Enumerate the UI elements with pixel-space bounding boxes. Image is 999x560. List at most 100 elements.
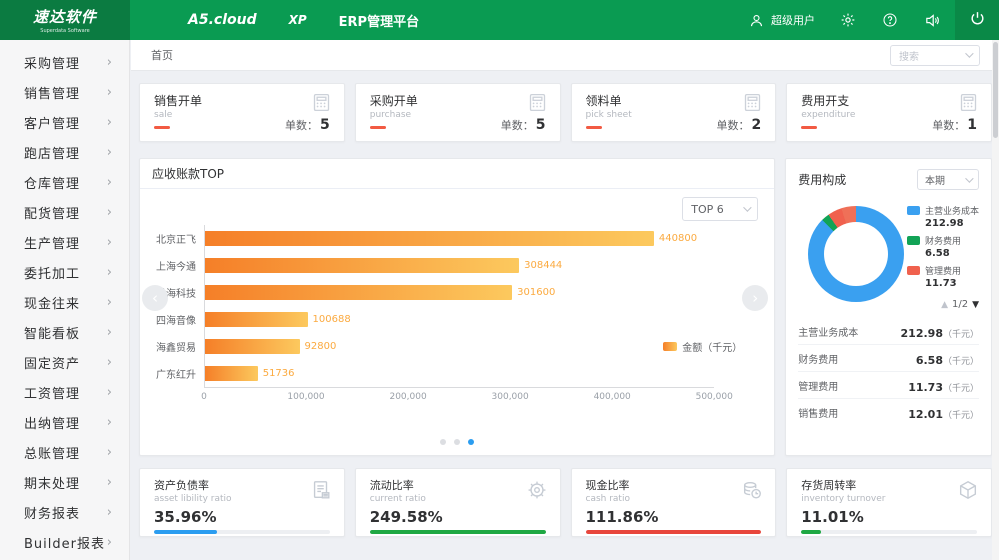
pie-legend-value: 11.73 [924,278,957,289]
bar-segment[interactable] [205,258,520,273]
carousel-next-button[interactable]: › [742,285,769,311]
sidebar-item-label: 总账管理 [24,446,81,462]
expense-row-number: 212.98 [900,326,943,340]
sidebar-item-label: 销售管理 [24,86,81,102]
bar-value-label: 308444 [524,260,563,271]
help-icon[interactable] [881,11,899,29]
ratio-title: 流动比率 [369,479,414,492]
pie-legend-item-1[interactable]: 财务费用 6.58 [906,234,979,259]
sidebar-item-label: 期末处理 [24,476,81,492]
bar-segment[interactable] [205,285,513,300]
expense-title: 费用构成 [798,173,847,187]
sidebar: 采购管理 › 销售管理 › 客户管理 › 跑店管理 › 仓库管理 › 配货管理 › 生产管理 › 委托加工 ›… [0,40,130,560]
sidebar-menu: 采购管理 › 销售管理 › 客户管理 › 跑店管理 › 仓库管理 › 配货管理 › 生产管理 › 委托加工 ›… [0,47,129,557]
window-scrollbar[interactable] [992,40,999,560]
ratio-subtitle: cash ratio [585,494,630,504]
period-select[interactable]: 本期 [917,169,979,190]
bar-segment[interactable] [205,339,300,354]
kpi-card-3[interactable]: 费用开支 expenditure 单数： 1 [786,83,992,142]
sidebar-item-12[interactable]: 出纳管理 › [0,407,129,437]
sidebar-item-11[interactable]: 工资管理 › [0,377,129,407]
bar-row: 四海音像 100688 [152,306,714,333]
sidebar-item-14[interactable]: 期末处理 › [0,467,129,497]
expense-row-number: 6.58 [915,353,943,367]
expense-row-unit: （千元） [942,383,979,394]
logo-subtitle: Superdata Software [40,28,90,34]
speaker-icon[interactable] [923,11,941,29]
sidebar-item-label: 委托加工 [24,266,81,282]
sidebar-item-16[interactable]: Builder报表 › [0,527,129,557]
top-n-select[interactable]: TOP 6 [682,197,759,221]
ratio-progress-fill [801,530,821,534]
bar-zone: 100688 [204,306,714,333]
kpi-card-2[interactable]: 领料单 pick sheet 单数： 2 [570,83,777,142]
kpi-card-0[interactable]: 销售开单 sale 单数： 5 [139,83,345,142]
carousel-prev-button[interactable]: ‹ [142,285,168,311]
sidebar-item-1[interactable]: 销售管理 › [0,77,129,107]
bar-row: 上海今通 308444 [152,252,714,279]
x-axis-tick-label: 200,000 [389,392,427,402]
bar-category-label: 广东红升 [156,370,196,381]
search-select[interactable]: 搜索 [890,44,980,66]
edition-name: XP [288,13,307,27]
sidebar-item-label: Builder报表 [24,536,105,552]
sidebar-item-label: 智能看板 [24,326,81,342]
sidebar-item-3[interactable]: 跑店管理 › [0,137,129,167]
pie-legend-value: 212.98 [924,218,964,229]
bar-category-label: 洪海科技 [156,289,196,300]
pie-legend-label: 管理费用 [924,267,961,277]
sidebar-item-15[interactable]: 财务报表 › [0,497,129,527]
sidebar-item-9[interactable]: 智能看板 › [0,317,129,347]
ratio-progress-track [369,530,546,534]
sidebar-item-2[interactable]: 客户管理 › [0,107,129,137]
carousel-dot-2[interactable] [468,439,475,445]
sidebar-item-7[interactable]: 委托加工 › [0,257,129,287]
expense-row-label: 销售费用 [798,409,839,420]
chevron-down-icon [965,49,974,58]
bar-segment[interactable] [205,231,654,246]
current-user[interactable]: 超级用户 [747,11,815,29]
bar-segment[interactable] [205,312,308,327]
kpi-card-1[interactable]: 采购开单 purchase 单数： 5 [354,83,561,142]
settings-gear-icon[interactable] [839,11,857,29]
bar-segment[interactable] [205,366,258,381]
logo[interactable]: 速达软件 Superdata Software [0,0,130,40]
receivables-chart-title: 应收账款TOP [140,159,775,189]
tab-home[interactable]: 首页 [151,49,173,62]
chevron-right-icon: › [106,294,113,310]
sidebar-item-4[interactable]: 仓库管理 › [0,167,129,197]
chart-legend[interactable]: 金额（千元） [663,339,742,354]
pie-legend-item-0[interactable]: 主营业务成本 212.98 [906,204,979,229]
sidebar-item-6[interactable]: 生产管理 › [0,227,129,257]
page-up-icon[interactable]: ▲ [941,299,948,310]
sidebar-item-10[interactable]: 固定资产 › [0,347,129,377]
sidebar-item-8[interactable]: 现金往来 › [0,287,129,317]
ratio-value: 249.58% [369,508,443,526]
chevron-right-icon: › [106,444,113,460]
x-axis-line [204,387,715,388]
sidebar-item-0[interactable]: 采购管理 › [0,47,129,77]
scrollbar-thumb[interactable] [993,42,998,138]
expense-pie-legend: 主营业务成本 212.98 财务费用 6.58 管理费用 11.73 [906,204,979,289]
bar-row: 广东红升 51736 [152,360,714,387]
pie-legend-value: 6.58 [924,248,950,259]
sidebar-item-5[interactable]: 配货管理 › [0,197,129,227]
kpi-count-label: 单数： [932,119,966,132]
sidebar-item-13[interactable]: 总账管理 › [0,437,129,467]
carousel-dot-0[interactable] [440,439,447,445]
pie-legend-item-2[interactable]: 管理费用 11.73 [906,264,979,289]
power-button[interactable] [955,0,999,40]
ratio-title: 现金比率 [585,479,630,492]
pie-legend-label: 财务费用 [924,237,961,247]
chevron-right-icon: › [106,504,113,520]
chevron-right-icon: › [106,324,113,340]
chevron-right-icon: › [106,384,113,400]
chevron-down-icon [965,173,974,183]
page-down-icon[interactable]: ▼ [972,299,979,310]
ratio-value: 111.86% [585,508,659,526]
ratio-subtitle: asset libility ratio [154,494,232,504]
pie-legend-row: 主营业务成本 [906,204,979,217]
carousel-dot-1[interactable] [454,439,461,445]
product-name: A5.cloud [188,12,257,28]
sidebar-item-label: 工资管理 [24,386,81,402]
